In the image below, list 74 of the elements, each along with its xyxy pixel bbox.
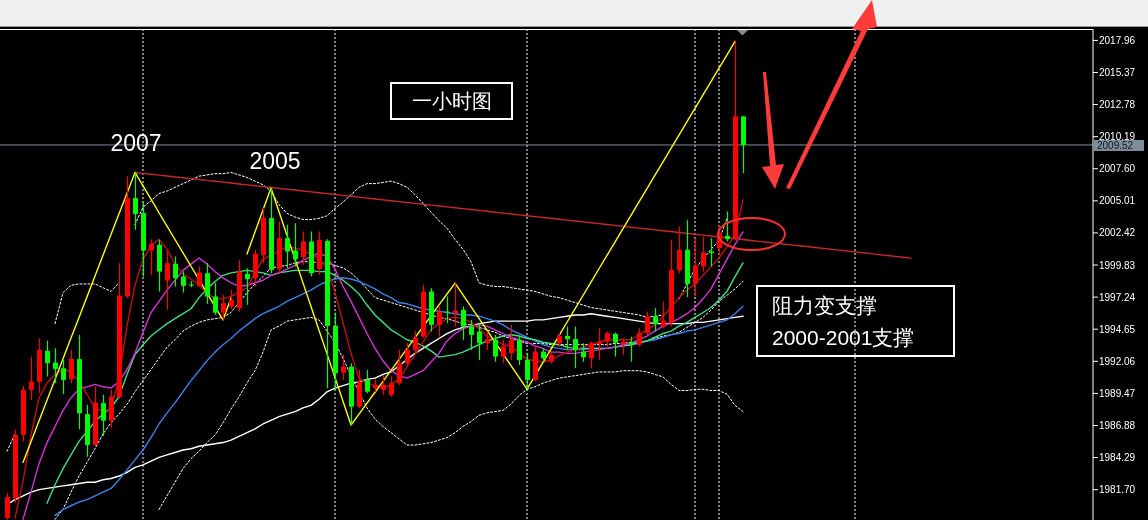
ref-line-label: 2009.52: [1097, 140, 1134, 152]
candlestick: [53, 347, 58, 384]
candlestick: [493, 334, 498, 363]
y-tick-label: 2007.60: [1099, 163, 1136, 175]
candlestick: [389, 375, 394, 398]
y-tick-label: 1994.65: [1099, 323, 1136, 335]
text-box: 阻力变支撑 2000-2001支撑: [756, 285, 955, 357]
candlestick: [413, 330, 418, 354]
candlestick: [517, 336, 522, 366]
candlestick: [213, 282, 218, 316]
candlestick: [573, 326, 578, 369]
y-tick-label: 2012.78: [1099, 99, 1136, 111]
candlestick: [637, 327, 642, 348]
candlestick: [693, 237, 698, 298]
y-tick-label: 1989.47: [1099, 387, 1136, 399]
candlestick: [701, 235, 706, 273]
candlestick: [661, 300, 666, 329]
candlestick: [285, 224, 290, 269]
y-tick-label: 1992.06: [1099, 355, 1136, 367]
annotation: 2005: [249, 148, 301, 174]
annotation: 2007: [110, 130, 162, 156]
candlestick: [397, 349, 402, 386]
candlestick: [197, 265, 202, 288]
candlestick: [205, 262, 210, 305]
candlestick: [381, 374, 386, 396]
candlestick: [405, 342, 410, 367]
text-box: 一小时图: [390, 82, 513, 120]
candlestick: [485, 330, 490, 351]
candlestick: [677, 225, 682, 274]
y-tick-label: 1984.29: [1099, 452, 1136, 464]
candlestick: [133, 171, 138, 231]
candlestick: [293, 222, 298, 268]
candlestick: [509, 324, 514, 361]
candlestick: [301, 230, 306, 266]
y-tick-label: 1997.24: [1099, 291, 1136, 303]
candlestick: [477, 322, 482, 361]
candlestick: [181, 270, 186, 294]
y-tick-label: 2002.42: [1099, 227, 1136, 239]
candlestick: [501, 339, 506, 364]
candlestick: [61, 359, 66, 395]
candlestick: [245, 267, 250, 306]
candlestick: [589, 340, 594, 369]
candlestick: [29, 355, 34, 401]
candlestick: [101, 394, 106, 437]
candlestick: [69, 349, 74, 384]
candlestick: [365, 369, 370, 394]
y-tick-label: 2017.96: [1099, 34, 1136, 46]
y-tick-label: 2005.01: [1099, 195, 1136, 207]
candlestick: [149, 238, 154, 276]
candlestick: [613, 331, 618, 358]
candlestick: [453, 282, 458, 328]
candlestick: [645, 311, 650, 336]
candlestick: [565, 326, 570, 351]
candlestick: [5, 492, 10, 520]
candlestick: [445, 295, 450, 324]
candlestick: [229, 289, 234, 310]
candlestick: [469, 319, 474, 351]
y-tick-label: 2010.19: [1099, 131, 1136, 143]
candlestick: [173, 255, 178, 288]
annotation: 阻力变支撑 2000-2001支撑: [772, 293, 916, 351]
line-series: [134, 171, 912, 259]
candlestick: [221, 294, 226, 321]
candlestick: [165, 249, 170, 311]
y-tick-label: 1981.70: [1099, 484, 1136, 496]
candlestick: [461, 305, 466, 341]
candlestick: [45, 340, 50, 378]
candlestick: [629, 336, 634, 363]
y-tick-label: 1986.88: [1099, 420, 1136, 432]
candlestick: [437, 305, 442, 338]
candlestick: [653, 307, 658, 333]
y-tick-label: 2015.37: [1099, 67, 1136, 79]
y-tick-label: 1999.83: [1099, 259, 1136, 271]
candlestick: [525, 352, 530, 390]
candlestick: [341, 354, 346, 381]
